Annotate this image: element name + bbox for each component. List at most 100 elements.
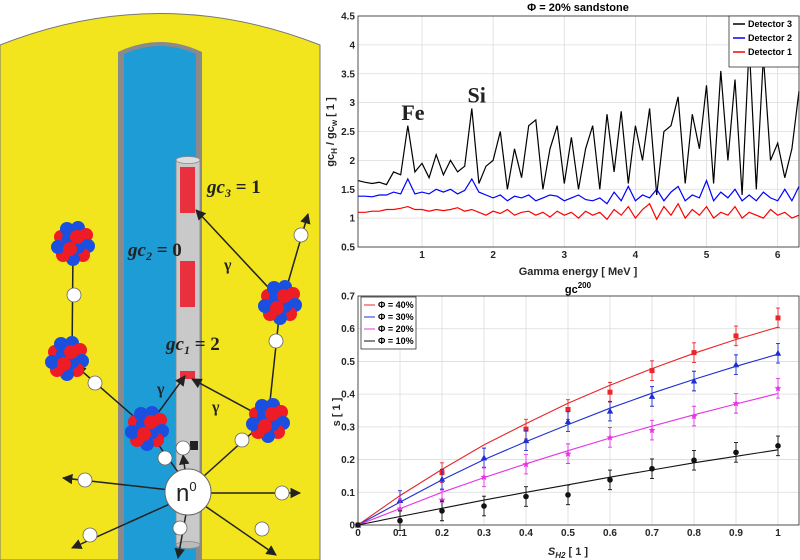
saturation-chart: gc200 SH2 [ 1 ] s [ 1 ] 0 0.1 0.2 0.3 0.4 0.5… <box>331 281 800 560</box>
x-axis-label: Gamma energy [ MeV ] <box>519 266 638 278</box>
axes-frame <box>357 15 800 248</box>
y-tick-label: 0.5 <box>341 357 355 368</box>
chart-title: Φ = 20% sandstone <box>527 2 629 14</box>
y-tick-label: 0.1 <box>341 488 355 499</box>
legend-label: Φ = 10% <box>378 336 414 346</box>
neutron-source <box>164 468 212 516</box>
data-point <box>606 433 614 441</box>
data-point <box>480 454 488 461</box>
data-point <box>439 508 445 514</box>
data-point <box>733 333 739 339</box>
legend-label: Φ = 20% <box>378 324 414 334</box>
x-tick-label: 0.3 <box>477 528 491 539</box>
data-point <box>522 460 530 468</box>
spectrum-chart: Φ = 20% sandstone Gamma energy [ MeV ] g… <box>325 2 800 278</box>
y-tick-label: 4.5 <box>341 12 355 23</box>
data-point <box>523 493 529 500</box>
y-tick-label: 0.5 <box>341 243 355 254</box>
plot-area <box>358 296 799 525</box>
x-tick-label: 1 <box>419 250 425 261</box>
legend-label: Detector 2 <box>748 33 792 43</box>
y-tick-label: 0.3 <box>341 422 355 433</box>
well-logging-diagram: gc3 = 1 gc2 = 0 gc1 = 2 <box>0 13 321 560</box>
y-axis-label: gcH / gcw [ 1 ] <box>325 97 339 167</box>
data-point <box>775 443 781 449</box>
legend: Φ = 40% Φ = 30% Φ = 20% Φ = 10% <box>360 296 417 350</box>
y-tick-label: 2.5 <box>341 127 355 138</box>
data-point <box>691 350 697 356</box>
y-tick-label: 0.7 <box>341 292 355 303</box>
data-point <box>732 361 740 368</box>
y-tick-label: 2 <box>349 156 355 167</box>
legend-label: Detector 3 <box>748 19 792 29</box>
x-tick-label: 4 <box>633 250 639 261</box>
x-tick-label: 2 <box>490 250 496 261</box>
legend-label: Detector 1 <box>748 47 792 57</box>
data-point <box>732 399 740 407</box>
y-tick-label: 3.5 <box>341 69 355 80</box>
detector-1 <box>180 371 195 379</box>
x-tick-label: 5 <box>704 250 710 261</box>
label-gc3: gc3 = 1 <box>206 177 261 200</box>
detector-2 <box>180 261 195 307</box>
axes-frame <box>357 295 800 526</box>
x-tick-label: 0.9 <box>729 528 743 539</box>
legend-label: Φ = 30% <box>378 312 414 322</box>
y-tick-label: 1.5 <box>341 185 355 196</box>
x-tick-label: 0.4 <box>519 528 533 539</box>
data-point <box>691 457 697 464</box>
x-tick-label: 0.5 <box>561 528 575 539</box>
data-point <box>774 349 782 356</box>
data-point <box>564 418 572 425</box>
data-point <box>607 389 613 395</box>
gamma-label: γ <box>223 257 232 274</box>
data-point <box>648 426 656 434</box>
y-tick-label: 1 <box>349 214 355 225</box>
y-tick-label: 0.2 <box>341 455 355 466</box>
x-tick-label: 3 <box>561 250 567 261</box>
annotation-fe: Fe <box>401 100 424 125</box>
series-line-detector-3 <box>357 44 800 196</box>
y-tick-label: 0 <box>349 521 355 532</box>
x-tick-label: 0.2 <box>435 528 449 539</box>
gamma-label: γ <box>211 399 220 416</box>
x-tick-label: 0.1 <box>393 528 407 539</box>
x-axis-label: SH2 [ 1 ] <box>548 546 589 560</box>
chart-title: gc200 <box>565 281 592 296</box>
data-point <box>523 426 529 432</box>
series-line-detector-2 <box>358 177 800 205</box>
legend-label: Φ = 40% <box>378 300 414 310</box>
data-point <box>733 449 739 456</box>
data-point <box>648 392 656 399</box>
data-point <box>649 465 655 472</box>
y-tick-label: 4 <box>349 40 355 51</box>
data-point <box>649 368 655 374</box>
data-point <box>481 503 487 509</box>
data-point <box>480 473 488 481</box>
x-tick-label: 0.8 <box>687 528 701 539</box>
y-tick-label: 0.6 <box>341 324 355 335</box>
y-tick-label: 3 <box>349 98 355 109</box>
source-housing <box>190 441 198 450</box>
gamma-label: γ <box>156 381 165 398</box>
data-point <box>607 477 613 483</box>
label-gc1: gc1 = 2 <box>165 334 220 357</box>
x-tick-label: 0.7 <box>645 528 659 539</box>
data-point <box>438 475 446 482</box>
legend: Detector 3 Detector 2 Detector 1 <box>728 15 800 68</box>
y-axis-label: s [ 1 ] <box>331 397 343 426</box>
detector-3 <box>180 167 195 213</box>
data-point <box>690 377 698 384</box>
series-line-detector-1 <box>358 202 800 221</box>
data-point <box>565 492 571 498</box>
data-point <box>564 450 572 457</box>
x-tick-label: 6 <box>775 250 781 261</box>
data-point <box>774 384 782 392</box>
annotation-si: Si <box>467 83 485 108</box>
data-point <box>775 315 781 321</box>
x-tick-label: 0.6 <box>603 528 617 539</box>
y-tick-label: 0.4 <box>341 390 355 401</box>
data-point <box>690 412 698 420</box>
label-gc2: gc2 = 0 <box>127 240 182 263</box>
x-tick-label: 1 <box>775 528 781 539</box>
